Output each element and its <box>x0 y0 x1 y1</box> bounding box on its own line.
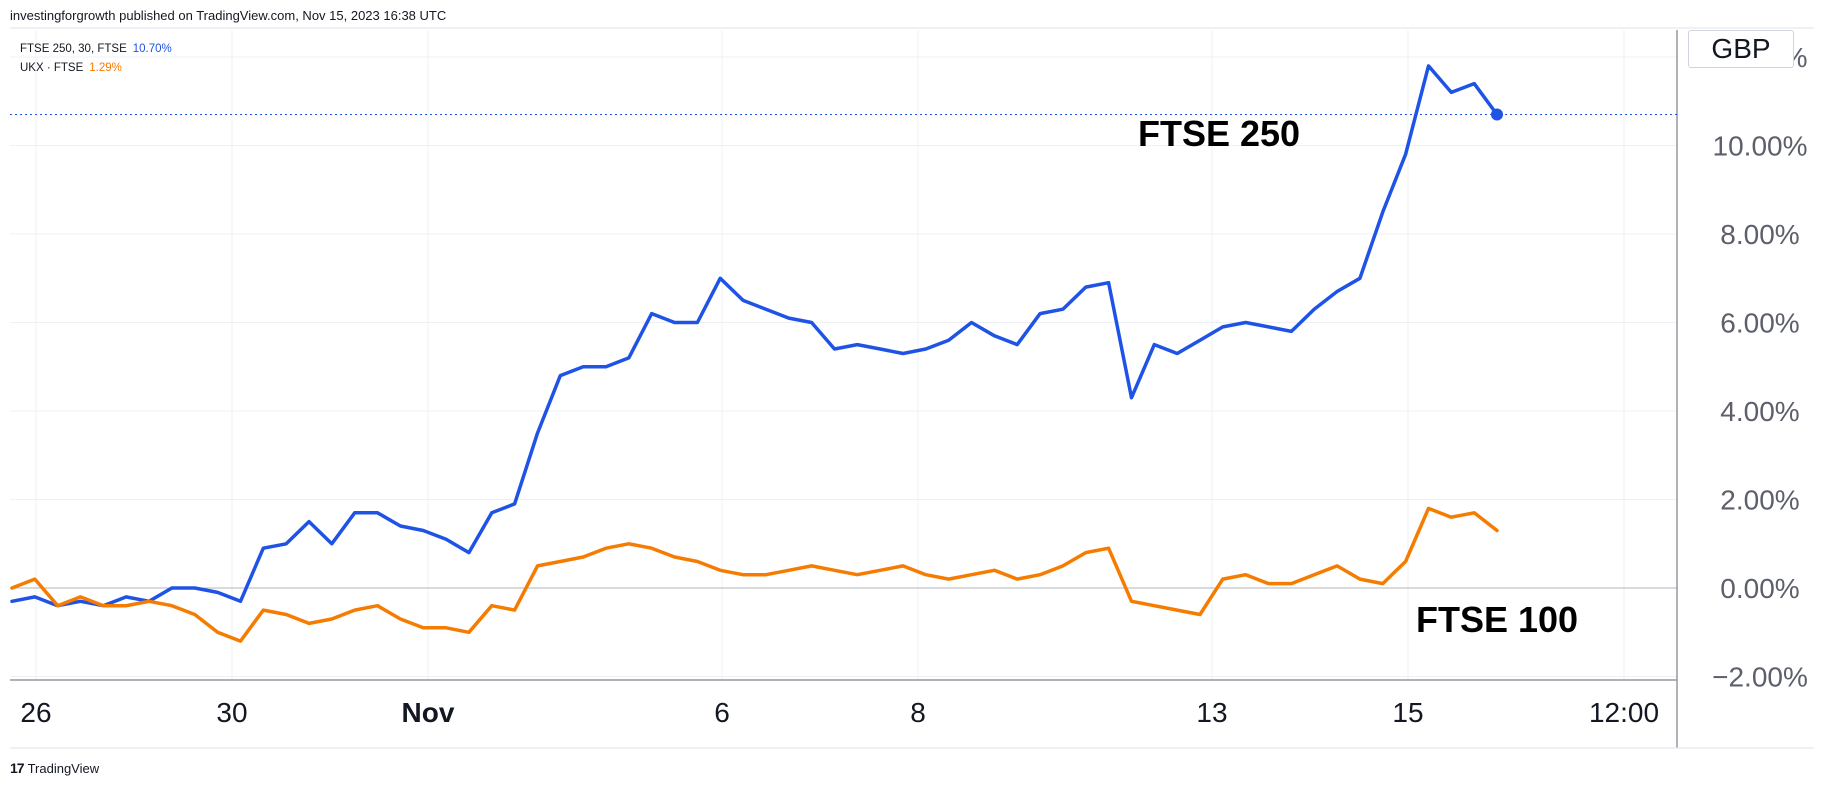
y-tick-label: 8.00% <box>1720 219 1799 250</box>
grid-lines <box>10 30 1677 680</box>
publisher-header: investingforgrowth published on TradingV… <box>10 8 447 23</box>
legend-row-ftse250[interactable]: FTSE 250, 30, FTSE 10.70% <box>20 40 172 59</box>
annotations: FTSE 250 FTSE 100 <box>1138 113 1578 640</box>
chart-frame <box>10 27 1814 749</box>
y-tick-label: 2.00% <box>1720 485 1799 516</box>
y-tick-label: 4.00% <box>1720 396 1799 427</box>
x-tick-label: 13 <box>1196 697 1227 728</box>
legend-label-ukx: UKX · FTSE <box>20 62 84 74</box>
x-tick-label: 8 <box>910 697 926 728</box>
series-line-ftse250 <box>10 64 1499 608</box>
x-tick-label: Nov <box>402 697 455 728</box>
tradingview-logo-icon: 17 <box>10 760 25 776</box>
legend-value-ukx: 1.29% <box>89 62 122 74</box>
last-price-dot <box>1491 108 1503 121</box>
y-tick-label: −2.00% <box>1712 662 1808 693</box>
x-tick-label: 26 <box>20 697 51 728</box>
x-axis: 26 30 Nov 6 8 13 15 12:00 <box>20 697 1659 728</box>
tradingview-brand: TradingView <box>27 760 100 776</box>
annotation-ftse250: FTSE 250 <box>1138 113 1300 154</box>
annotation-ftse100: FTSE 100 <box>1416 599 1578 640</box>
legend-row-ukx[interactable]: UKX · FTSE 1.29% <box>20 59 172 78</box>
x-tick-label: 15 <box>1392 697 1423 728</box>
series-layer <box>10 64 1677 643</box>
y-axis: 12.00%10.00%8.00%6.00%4.00%2.00%0.00%−2.… <box>1712 42 1808 693</box>
y-tick-label: 6.00% <box>1720 308 1799 339</box>
y-tick-label: 0.00% <box>1720 573 1799 604</box>
x-tick-label: 6 <box>714 697 730 728</box>
y-tick-label: 10.00% <box>1713 131 1808 162</box>
currency-button[interactable]: GBP <box>1688 30 1794 68</box>
chart-legend: FTSE 250, 30, FTSE 10.70% UKX · FTSE 1.29% <box>20 40 172 78</box>
legend-label-ftse250: FTSE 250, 30, FTSE <box>20 43 127 55</box>
legend-value-ftse250: 10.70% <box>132 43 172 55</box>
x-tick-label: 12:00 <box>1589 697 1659 728</box>
series-line-ftse100 <box>10 506 1499 643</box>
tradingview-footer[interactable]: 17 TradingView <box>10 760 99 776</box>
x-tick-label: 30 <box>216 697 247 728</box>
